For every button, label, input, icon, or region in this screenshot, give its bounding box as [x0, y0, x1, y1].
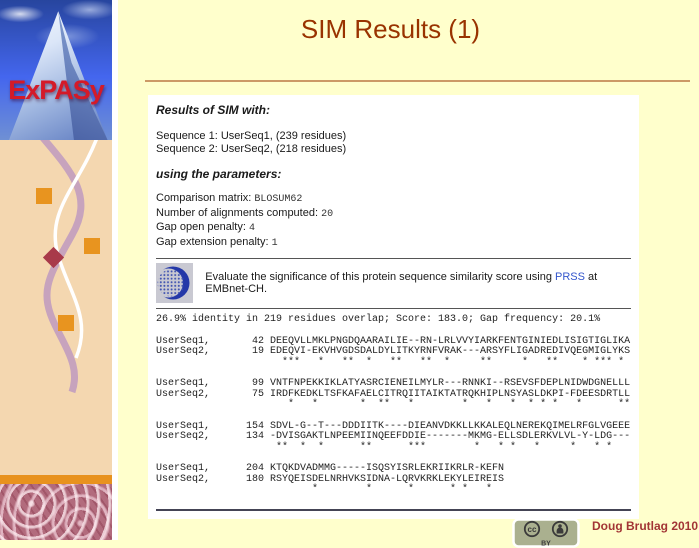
credit-text: Doug Brutlag 2010 — [592, 519, 699, 533]
sidebar-orange-bar — [0, 475, 112, 484]
results-heading: Results of SIM with: — [156, 103, 270, 117]
embnet-icon[interactable] — [156, 263, 194, 303]
prss-row: Evaluate the significance of this protei… — [156, 263, 631, 303]
cc-by-label: BY — [541, 541, 551, 548]
decorative-curves — [35, 129, 100, 394]
orange-square — [84, 238, 100, 254]
orange-square — [36, 188, 52, 204]
main-area: SIM Results (1) Results of SIM with: Seq… — [118, 0, 699, 540]
cc-license-badge[interactable]: cc BY — [512, 518, 580, 548]
alignment-summary: 26.9% identity in 219 residues overlap; … — [156, 314, 601, 325]
divider — [156, 258, 631, 259]
attribution-person-icon — [551, 520, 569, 538]
param-value: 20 — [321, 208, 334, 220]
sidebar: ExPASy — [0, 0, 112, 540]
alignment-block-3: UserSeq1, 154 SDVL-G--T---DDDIITK----DIE… — [156, 420, 631, 453]
param-label: Number of alignments computed: — [156, 206, 322, 219]
param-gap-extension-penalty: Gap extension penalty: 1 — [156, 236, 631, 251]
sidebar-divider — [112, 0, 118, 540]
sidebar-decoration — [0, 129, 112, 475]
page-title: SIM Results (1) — [300, 14, 481, 44]
param-label: Gap extension penalty: — [156, 235, 272, 248]
param-label: Gap open penalty: — [156, 221, 249, 233]
sim-results-panel: Results of SIM with: Sequence 1: UserSeq… — [148, 95, 639, 519]
alignment-output: 26.9% identity in 219 residues overlap; … — [156, 314, 631, 496]
cc-icon — [523, 520, 541, 538]
prss-link[interactable]: PRSS — [555, 271, 585, 283]
orange-square — [58, 315, 74, 331]
parameters-heading: using the parameters: — [156, 167, 282, 181]
expasy-logo-text: ExPASy — [8, 75, 105, 105]
sequence1-line: Sequence 1: UserSeq1, (239 residues) — [156, 130, 347, 142]
sequence2-line: Sequence 2: UserSeq2, (218 residues) — [156, 143, 347, 155]
title-divider — [145, 80, 690, 82]
cc-icon-label: cc — [528, 525, 537, 534]
param-label: Comparison matrix: — [156, 192, 255, 204]
prss-text-before: Evaluate the significance of this protei… — [205, 271, 556, 283]
expasy-logo: ExPASy — [0, 0, 112, 140]
alignment-block-4: UserSeq1, 204 KTQKDVADMMG-----ISQSYISRLE… — [156, 463, 505, 495]
divider — [156, 308, 631, 309]
alignment-block-2: UserSeq1, 99 VNTFNPEKKIKLATYASRCIENEILMY… — [156, 378, 631, 410]
param-alignments-computed: Number of alignments computed: 20 — [156, 207, 631, 222]
alignment-block-1: UserSeq1, 42 DEEQVLLMKLPNGDQAARAILIE--RN… — [156, 335, 631, 368]
param-value: 4 — [248, 223, 255, 234]
panel-bottom-divider — [156, 509, 631, 511]
prss-text-after: at EMBnet-CH. — [205, 271, 598, 295]
param-value: 1 — [271, 237, 278, 249]
prss-sentence: Evaluate the significance of this protei… — [205, 271, 631, 295]
param-gap-open-penalty: Gap open penalty: 4 — [156, 221, 631, 236]
sidebar-texture — [0, 484, 112, 540]
param-value: BLOSUM62 — [254, 194, 303, 205]
param-comparison-matrix: Comparison matrix: BLOSUM62 — [156, 192, 631, 207]
